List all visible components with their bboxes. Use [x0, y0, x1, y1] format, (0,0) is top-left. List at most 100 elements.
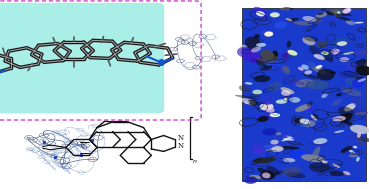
Ellipse shape — [340, 146, 352, 153]
Ellipse shape — [258, 55, 279, 64]
Ellipse shape — [257, 168, 275, 177]
Ellipse shape — [321, 9, 327, 10]
Ellipse shape — [355, 77, 363, 79]
Ellipse shape — [304, 36, 318, 42]
Ellipse shape — [322, 160, 328, 163]
Ellipse shape — [303, 73, 319, 79]
Ellipse shape — [343, 8, 351, 13]
Ellipse shape — [280, 66, 289, 72]
Ellipse shape — [309, 142, 325, 146]
Ellipse shape — [251, 46, 261, 53]
Ellipse shape — [353, 59, 367, 68]
Ellipse shape — [294, 21, 312, 25]
Ellipse shape — [248, 100, 259, 106]
Ellipse shape — [276, 132, 282, 135]
Ellipse shape — [313, 18, 322, 23]
Ellipse shape — [307, 101, 313, 107]
Ellipse shape — [331, 49, 339, 55]
Ellipse shape — [282, 52, 294, 59]
Ellipse shape — [276, 99, 287, 104]
Ellipse shape — [256, 43, 266, 47]
Ellipse shape — [309, 162, 331, 172]
Ellipse shape — [337, 11, 340, 14]
Ellipse shape — [332, 116, 346, 122]
Ellipse shape — [298, 67, 304, 71]
Ellipse shape — [331, 99, 342, 106]
Ellipse shape — [303, 37, 315, 45]
Ellipse shape — [259, 64, 272, 71]
Ellipse shape — [343, 171, 351, 175]
Ellipse shape — [338, 113, 352, 123]
Ellipse shape — [270, 12, 280, 17]
Ellipse shape — [286, 18, 292, 21]
Ellipse shape — [309, 66, 323, 70]
Ellipse shape — [314, 54, 325, 60]
Ellipse shape — [257, 116, 269, 122]
Ellipse shape — [289, 79, 304, 85]
Ellipse shape — [263, 106, 275, 113]
Ellipse shape — [260, 55, 268, 58]
Ellipse shape — [275, 171, 285, 175]
Ellipse shape — [277, 146, 300, 149]
Ellipse shape — [259, 63, 273, 66]
Ellipse shape — [286, 18, 299, 21]
Ellipse shape — [249, 175, 262, 179]
Ellipse shape — [317, 69, 335, 81]
Ellipse shape — [244, 52, 265, 63]
Ellipse shape — [349, 153, 358, 157]
Text: n: n — [193, 159, 197, 164]
Ellipse shape — [283, 7, 293, 10]
Ellipse shape — [356, 66, 369, 76]
Ellipse shape — [263, 144, 280, 149]
Ellipse shape — [239, 85, 251, 92]
Ellipse shape — [265, 148, 283, 151]
Ellipse shape — [336, 13, 344, 17]
Ellipse shape — [245, 37, 261, 49]
Ellipse shape — [270, 113, 280, 117]
Ellipse shape — [343, 52, 354, 55]
Ellipse shape — [339, 57, 349, 62]
Ellipse shape — [307, 62, 316, 68]
Ellipse shape — [354, 112, 368, 115]
Ellipse shape — [267, 82, 282, 92]
Bar — [242, 8, 366, 181]
Ellipse shape — [260, 171, 275, 180]
Ellipse shape — [254, 75, 270, 82]
Ellipse shape — [283, 138, 294, 141]
Ellipse shape — [347, 63, 358, 69]
Text: N: N — [177, 142, 184, 150]
Ellipse shape — [332, 37, 350, 46]
Ellipse shape — [354, 22, 363, 24]
Ellipse shape — [256, 11, 265, 16]
Ellipse shape — [303, 16, 316, 22]
Ellipse shape — [344, 103, 356, 112]
Ellipse shape — [281, 90, 291, 96]
Ellipse shape — [316, 12, 327, 18]
Ellipse shape — [345, 72, 363, 77]
Ellipse shape — [326, 13, 352, 16]
Ellipse shape — [337, 41, 347, 46]
Ellipse shape — [315, 65, 322, 69]
Ellipse shape — [357, 132, 361, 138]
Ellipse shape — [235, 95, 259, 100]
Ellipse shape — [304, 107, 314, 112]
Ellipse shape — [353, 146, 357, 148]
Ellipse shape — [283, 158, 295, 162]
Ellipse shape — [252, 90, 262, 94]
Ellipse shape — [332, 163, 340, 168]
Ellipse shape — [312, 66, 327, 74]
Ellipse shape — [256, 60, 267, 68]
Ellipse shape — [299, 120, 308, 127]
Ellipse shape — [266, 166, 280, 175]
Ellipse shape — [339, 70, 356, 78]
Ellipse shape — [338, 107, 355, 117]
Ellipse shape — [261, 98, 274, 105]
Ellipse shape — [349, 150, 355, 153]
Ellipse shape — [241, 98, 256, 105]
Ellipse shape — [280, 87, 294, 94]
Ellipse shape — [281, 137, 292, 141]
Ellipse shape — [350, 125, 369, 134]
Ellipse shape — [313, 138, 327, 144]
Ellipse shape — [245, 101, 250, 104]
Ellipse shape — [342, 119, 353, 126]
